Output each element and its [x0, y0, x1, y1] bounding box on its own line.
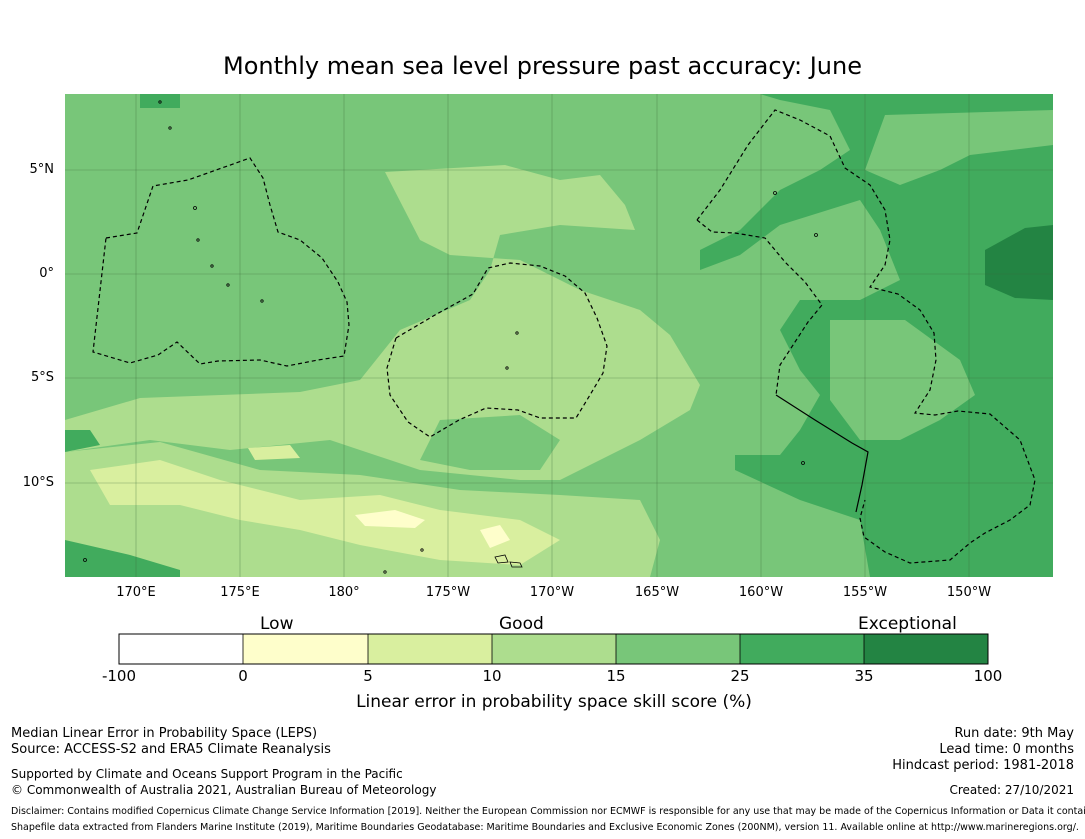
- island-dot: [196, 238, 200, 242]
- eez-boundary-tuvalu-kiribati-west: [92, 157, 350, 367]
- lead-time-text: Lead time: 0 months: [939, 742, 1074, 757]
- island-dot: [383, 570, 387, 574]
- colorbar-tick: 0: [238, 667, 248, 685]
- colorbar-swatch-lvl4: [616, 634, 740, 664]
- island-samoa-1: [494, 554, 509, 564]
- colorbar-swatch-lvl0: [119, 634, 243, 664]
- source-text: Source: ACCESS-S2 and ERA5 Climate Reana…: [11, 742, 331, 757]
- region-level5-sw: [65, 540, 180, 577]
- lon-label: 180°: [328, 585, 360, 600]
- colorbar-tick: 25: [730, 667, 750, 685]
- lon-label: 155°W: [842, 585, 888, 600]
- colorbar-category-low: Low: [260, 614, 294, 634]
- colorbar-tick: 5: [363, 667, 373, 685]
- eez-boundary-solid: [775, 394, 869, 513]
- lon-label: 175°E: [220, 585, 260, 600]
- island-dot: [226, 283, 230, 287]
- lat-label: 5°S: [30, 370, 54, 385]
- island-dot: [420, 548, 424, 552]
- lon-label: 170°W: [529, 585, 575, 600]
- region-level4-east-mid: [830, 320, 975, 440]
- region-level1-south: [355, 510, 425, 528]
- gridlines: [65, 94, 1053, 577]
- island-dot: [193, 206, 197, 210]
- colorbar-swatch-lvl2: [368, 634, 492, 664]
- map-area: [65, 94, 1053, 577]
- island-dot: [210, 264, 214, 268]
- colorbar-swatch-lvl5: [740, 634, 864, 664]
- info-right-top: Run date: 9th May Lead time: 0 months Hi…: [892, 726, 1074, 774]
- island-dot: [814, 233, 818, 237]
- island-dot: [505, 366, 509, 370]
- islands: [83, 100, 818, 574]
- colorbar-frame: [118, 633, 989, 665]
- island-dot: [168, 126, 172, 130]
- support-text: Supported by Climate and Oceans Support …: [11, 767, 403, 781]
- island-dot: [773, 191, 777, 195]
- hindcast-period-text: Hindcast period: 1981-2018: [892, 758, 1074, 773]
- colorbar-tick: 10: [482, 667, 502, 685]
- island-dot: [158, 100, 162, 104]
- maritime-boundaries: [92, 109, 1036, 564]
- island-dot: [515, 331, 519, 335]
- colorbar-swatch-lvl6: [864, 634, 988, 664]
- region-level5-sw2: [65, 430, 100, 452]
- method-text: Median Linear Error in Probability Space…: [11, 726, 318, 741]
- shapefile-credit-text: Shapefile data extracted from Flanders M…: [11, 822, 1079, 833]
- disclaimer-text: Disclaimer: Contains modified Copernicus…: [11, 806, 1085, 817]
- colorbar-category-good: Good: [499, 614, 544, 634]
- lat-label: 10°S: [22, 475, 54, 490]
- info-left-top: Median Linear Error in Probability Space…: [11, 726, 331, 758]
- lon-label: 170°E: [116, 585, 156, 600]
- run-date-text: Run date: 9th May: [954, 726, 1074, 741]
- colorbar-title: Linear error in probability space skill …: [356, 692, 752, 712]
- eez-boundary-tokelau: [386, 262, 608, 438]
- lon-label: 160°W: [738, 585, 784, 600]
- island-samoa-2: [509, 561, 523, 568]
- region-level2-small: [248, 445, 300, 460]
- map-title: Monthly mean sea level pressure past acc…: [222, 52, 862, 80]
- eez-boundary-line-islands: [696, 109, 1036, 564]
- island-dot: [83, 558, 87, 562]
- lon-label: 175°W: [425, 585, 471, 600]
- colorbar-tick: 15: [606, 667, 626, 685]
- colorbar-tick: -100: [101, 667, 137, 685]
- island-dot: [260, 299, 264, 303]
- island-dot: [801, 461, 805, 465]
- region-level4-south-band: [420, 415, 560, 470]
- region-level4-east-inner: [865, 110, 1053, 185]
- region-level6-east: [985, 225, 1053, 300]
- info-left-bottom: Supported by Climate and Oceans Support …: [11, 766, 436, 798]
- lon-label: 150°W: [946, 585, 992, 600]
- colorbar-tick: 100: [973, 667, 1003, 685]
- lon-label: 165°W: [634, 585, 680, 600]
- copyright-text: © Commonwealth of Australia 2021, Austra…: [11, 783, 437, 797]
- colorbar-swatch-lvl1: [243, 634, 368, 664]
- created-date-text: Created: 27/10/2021: [949, 783, 1074, 797]
- region-level1-south2: [480, 525, 510, 548]
- colorbar-category-exceptional: Exceptional: [858, 614, 957, 634]
- region-level2-south: [90, 460, 560, 565]
- colorbar-tick: 35: [854, 667, 874, 685]
- colorbar: [118, 633, 989, 665]
- colorbar-swatch-lvl3: [492, 634, 616, 664]
- lat-label: 0°: [39, 266, 54, 281]
- lat-label: 5°N: [29, 162, 55, 177]
- region-level3-central: [65, 165, 700, 480]
